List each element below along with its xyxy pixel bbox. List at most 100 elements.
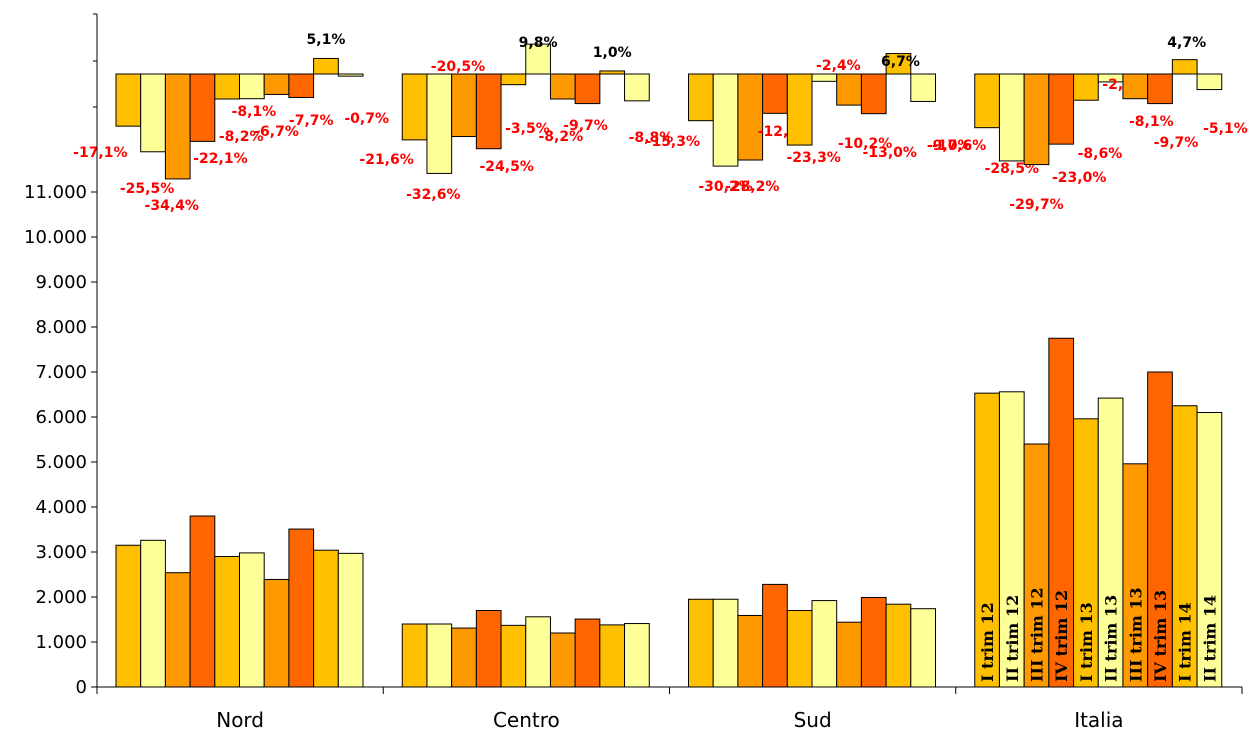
pct-bar (401, 73, 428, 141)
bar (475, 610, 502, 688)
pct-bar (885, 53, 912, 75)
pct-label: -7,7% (289, 113, 334, 129)
bar (1048, 337, 1075, 688)
y-tick-label: 2.000 (35, 587, 87, 608)
y-tick-label: 0 (76, 677, 87, 698)
bar (910, 608, 936, 688)
pct-bar (313, 57, 339, 75)
pct-bar (599, 70, 626, 75)
bar (998, 391, 1025, 688)
bar-series-label: I trim 12 (978, 602, 997, 682)
bar (860, 596, 887, 688)
bar (426, 623, 453, 688)
pct-bar (786, 73, 813, 146)
y-tick-label: 5.000 (35, 452, 87, 473)
bar (525, 616, 551, 688)
bar (1122, 463, 1149, 688)
pct-label: 4,7% (1167, 35, 1206, 51)
pct-label: -30,2% (698, 179, 752, 195)
pct-bar (737, 73, 764, 161)
bar (786, 610, 813, 688)
pct-label: -5,1% (1203, 121, 1248, 137)
pct-bar (214, 73, 241, 100)
pct-label: 5,1% (307, 32, 346, 48)
bar (549, 632, 576, 688)
pct-label: -24,5% (480, 159, 534, 175)
y-tick-label: 3.000 (35, 542, 87, 563)
pct-bar (1196, 73, 1223, 91)
pct-label: -8,1% (232, 104, 277, 120)
bar-series-label: IV trim 12 (1052, 590, 1071, 682)
pct-bar (426, 73, 453, 174)
y-tick-label: 1.000 (35, 632, 87, 653)
bar-series-label: III trim 13 (1126, 587, 1145, 682)
bar (1023, 443, 1050, 688)
pct-bar (549, 73, 576, 100)
y-tick-label: 10.000 (24, 227, 87, 248)
pct-label: -28,2% (725, 179, 779, 195)
pct-label: -20,5% (431, 59, 485, 75)
pct-label: -25,5% (120, 181, 174, 197)
bar (401, 623, 428, 688)
pct-bar (910, 73, 936, 102)
pct-bar (688, 73, 714, 122)
bar (288, 528, 315, 688)
bar (1097, 397, 1124, 688)
pct-bar (1171, 59, 1198, 75)
y-tick-label: 9.000 (35, 272, 87, 293)
bar (239, 552, 265, 688)
pct-bar (1147, 73, 1173, 105)
bar-series-label: IV trim 13 (1151, 590, 1170, 682)
bar (140, 539, 166, 688)
bar (337, 552, 364, 688)
pct-label: -9,7% (1154, 135, 1199, 151)
pct-label: -2,4% (816, 58, 861, 74)
bar (624, 623, 650, 688)
y-tick-label: 8.000 (35, 317, 87, 338)
pct-bar (140, 73, 166, 153)
bar (1171, 405, 1198, 688)
pct-bar (624, 73, 650, 102)
bar (1196, 412, 1223, 688)
pct-bar (762, 73, 788, 114)
bar (164, 572, 191, 688)
main-bar-chart: 0 1.000 2.000 3.000 4.000 5.000 6.000 7.000 8.00… (24, 13, 1243, 732)
bar (214, 556, 241, 688)
bar (451, 627, 477, 688)
pct-bar (337, 73, 364, 77)
pct-bar (811, 73, 838, 82)
pct-bar (836, 73, 862, 106)
pct-bar (500, 73, 527, 86)
pct-label: 1,0% (593, 45, 632, 61)
pct-bar (974, 73, 1000, 129)
pct-label: -17,1% (73, 145, 127, 161)
bar-series-label: II trim 14 (1200, 595, 1219, 682)
bar (885, 603, 912, 688)
category-label: Nord (216, 708, 264, 732)
pct-label: -23,0% (1052, 170, 1106, 186)
pct-label: -8,8% (629, 130, 674, 146)
pct-label: -8,2% (219, 129, 264, 145)
pct-label: -3,5% (505, 121, 550, 137)
y-tick-label: 7.000 (35, 362, 87, 383)
pct-bar (115, 73, 142, 127)
pct-label: -8,1% (1129, 114, 1174, 130)
pct-bar (475, 73, 502, 150)
pct-label: -17,6% (932, 138, 986, 154)
pct-label: -22,1% (193, 151, 247, 167)
pct-label: -23,3% (786, 150, 840, 166)
category-label: Centro (493, 708, 560, 732)
pct-bar (451, 73, 477, 138)
bar (500, 624, 527, 688)
bar (263, 578, 290, 688)
pct-bar (1048, 73, 1075, 145)
bar-series-label: II trim 13 (1102, 595, 1121, 682)
bar-series-label: I trim 13 (1077, 602, 1096, 682)
pct-label: -13,0% (863, 145, 917, 161)
category-label: Italia (1074, 708, 1123, 732)
bar (1147, 371, 1173, 688)
pct-bar (164, 73, 191, 180)
pct-label: -32,6% (406, 187, 460, 203)
bar-series-label: II trim 12 (1003, 595, 1022, 682)
bar (836, 621, 862, 688)
